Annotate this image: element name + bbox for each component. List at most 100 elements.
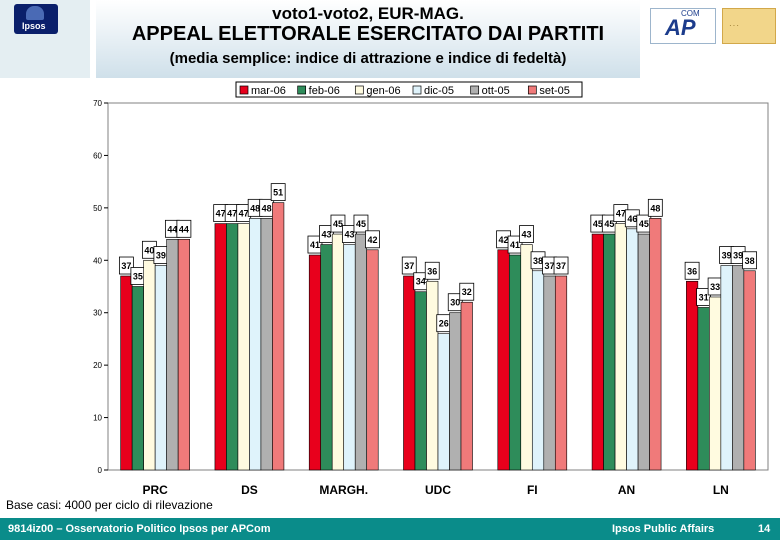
title-line-2: APPEAL ELETTORALE ESERCITATO DAI PARTITI [131, 23, 605, 45]
data-label-box [647, 198, 663, 217]
data-label: 44 [167, 224, 177, 234]
data-label: 45 [593, 219, 603, 229]
bar-FI-ott-05 [543, 275, 556, 471]
data-label-box [118, 256, 134, 275]
data-label-box [519, 225, 534, 243]
data-label: 46 [627, 214, 637, 224]
data-label: 45 [639, 219, 649, 229]
bar-AN-set-05 [649, 218, 662, 471]
data-label: 47 [616, 209, 626, 219]
y-tick-label: 0 [98, 466, 103, 475]
bar-DS-set-05 [272, 202, 285, 471]
data-label: 48 [650, 203, 660, 213]
ipsos-logo: Ipsos [14, 4, 58, 34]
bar-DS-gen-06 [237, 223, 250, 471]
data-label: 37 [404, 261, 414, 271]
data-label: 26 [439, 319, 449, 329]
legend-label-gen-06: gen-06 [366, 85, 400, 97]
legend-label-ott-05: ott-05 [482, 85, 510, 97]
bar-UDC-ott-05 [449, 312, 462, 471]
bar-PRC-dic-05 [154, 265, 167, 471]
data-label: 41 [510, 240, 520, 250]
ipsos-logo-mark [26, 6, 44, 20]
data-label: 38 [745, 256, 755, 266]
data-label: 45 [356, 219, 366, 229]
data-label-box [684, 261, 700, 280]
bar-LN-feb-06 [697, 307, 710, 471]
bar-PRC-gen-06 [143, 259, 156, 471]
data-label: 32 [462, 287, 472, 297]
data-label: 45 [604, 219, 614, 229]
data-label: 37 [545, 261, 555, 271]
footer-right-text: Ipsos Public Affairs [612, 523, 715, 535]
data-label: 36 [687, 266, 697, 276]
partner-logo-mark: ··· [729, 21, 740, 30]
data-label: 37 [556, 261, 566, 271]
bar-UDC-gen-06 [426, 280, 439, 471]
bar-chart: 0 10 20 30 40 50 60 70 mar-06 feb-06 gen-06 dic-05 o… [93, 81, 769, 497]
y-tick-label: 50 [93, 204, 102, 213]
bar-AN-gen-06 [614, 223, 627, 471]
data-label: 47 [227, 209, 237, 219]
x-tick-label: MARGH. [319, 483, 368, 497]
data-label-box [424, 261, 440, 280]
legend-swatch-dic-05 [412, 85, 422, 95]
footer-left-text: 9814iz00 – Osservatorio Politico Ipsos p… [8, 523, 271, 535]
bar-MARGH.-feb-06 [320, 244, 333, 471]
legend-label-mar-06: mar-06 [251, 85, 286, 97]
bar-UDC-mar-06 [403, 275, 416, 471]
apcom-logo: AP COM [650, 8, 716, 44]
legend-swatch-feb-06 [297, 85, 307, 95]
data-label-box [270, 183, 286, 202]
footer-bar [0, 518, 780, 540]
bar-UDC-dic-05 [437, 333, 450, 471]
data-label: 42 [367, 235, 377, 245]
legend-label-dic-05: dic-05 [424, 85, 454, 97]
data-label: 37 [121, 261, 131, 271]
header: Ipsos voto1-voto2, EUR-MAG. APPEAL ELETT… [0, 0, 780, 78]
x-tick-label: UDC [425, 483, 451, 497]
data-label-box [353, 214, 369, 233]
legend-swatch-gen-06 [354, 85, 364, 95]
data-label-box [553, 256, 569, 275]
bar-LN-mar-06 [686, 280, 699, 471]
bar-FI-feb-06 [508, 254, 522, 471]
title-band: voto1-voto2, EUR-MAG. APPEAL ELETTORALE … [96, 0, 640, 78]
bar-LN-set-05 [743, 270, 756, 471]
data-label: 48 [262, 203, 272, 213]
bar-LN-dic-05 [720, 265, 733, 471]
data-label: 47 [239, 209, 249, 219]
bar-AN-feb-06 [603, 233, 616, 471]
y-tick-label: 10 [93, 414, 102, 423]
footnote: Base casi: 4000 per ciclo di rilevazione [6, 498, 213, 512]
bar-FI-gen-06 [520, 244, 533, 471]
x-tick-label: PRC [142, 483, 168, 497]
bar-PRC-feb-06 [131, 286, 144, 471]
bar-AN-ott-05 [637, 233, 650, 471]
bar-DS-dic-05 [249, 218, 262, 471]
data-label: 40 [144, 245, 154, 255]
title-line-1: voto1-voto2, EUR-MAG. [272, 4, 464, 23]
page-number: 14 [758, 523, 771, 535]
data-label: 42 [499, 235, 509, 245]
bar-FI-dic-05 [531, 270, 545, 471]
data-label: 38 [533, 256, 543, 266]
bar-MARGH.-mar-06 [308, 254, 322, 471]
data-label: 44 [179, 224, 189, 234]
data-label: 34 [416, 277, 426, 287]
bar-DS-mar-06 [214, 223, 227, 471]
data-label: 36 [427, 266, 437, 276]
legend-swatch-mar-06 [239, 85, 249, 95]
legend-swatch-ott-05 [470, 85, 480, 95]
data-label: 35 [133, 272, 143, 282]
data-label: 39 [156, 251, 166, 261]
data-label: 41 [310, 240, 320, 250]
bar-AN-dic-05 [626, 228, 639, 471]
legend-label-set-05: set-05 [539, 85, 570, 97]
bar-AN-mar-06 [591, 233, 604, 471]
apcom-logo-sub: COM [681, 9, 700, 18]
bar-UDC-feb-06 [414, 291, 427, 471]
data-label-box [330, 214, 346, 233]
data-label-box [365, 230, 380, 249]
data-label: 43 [522, 230, 532, 240]
